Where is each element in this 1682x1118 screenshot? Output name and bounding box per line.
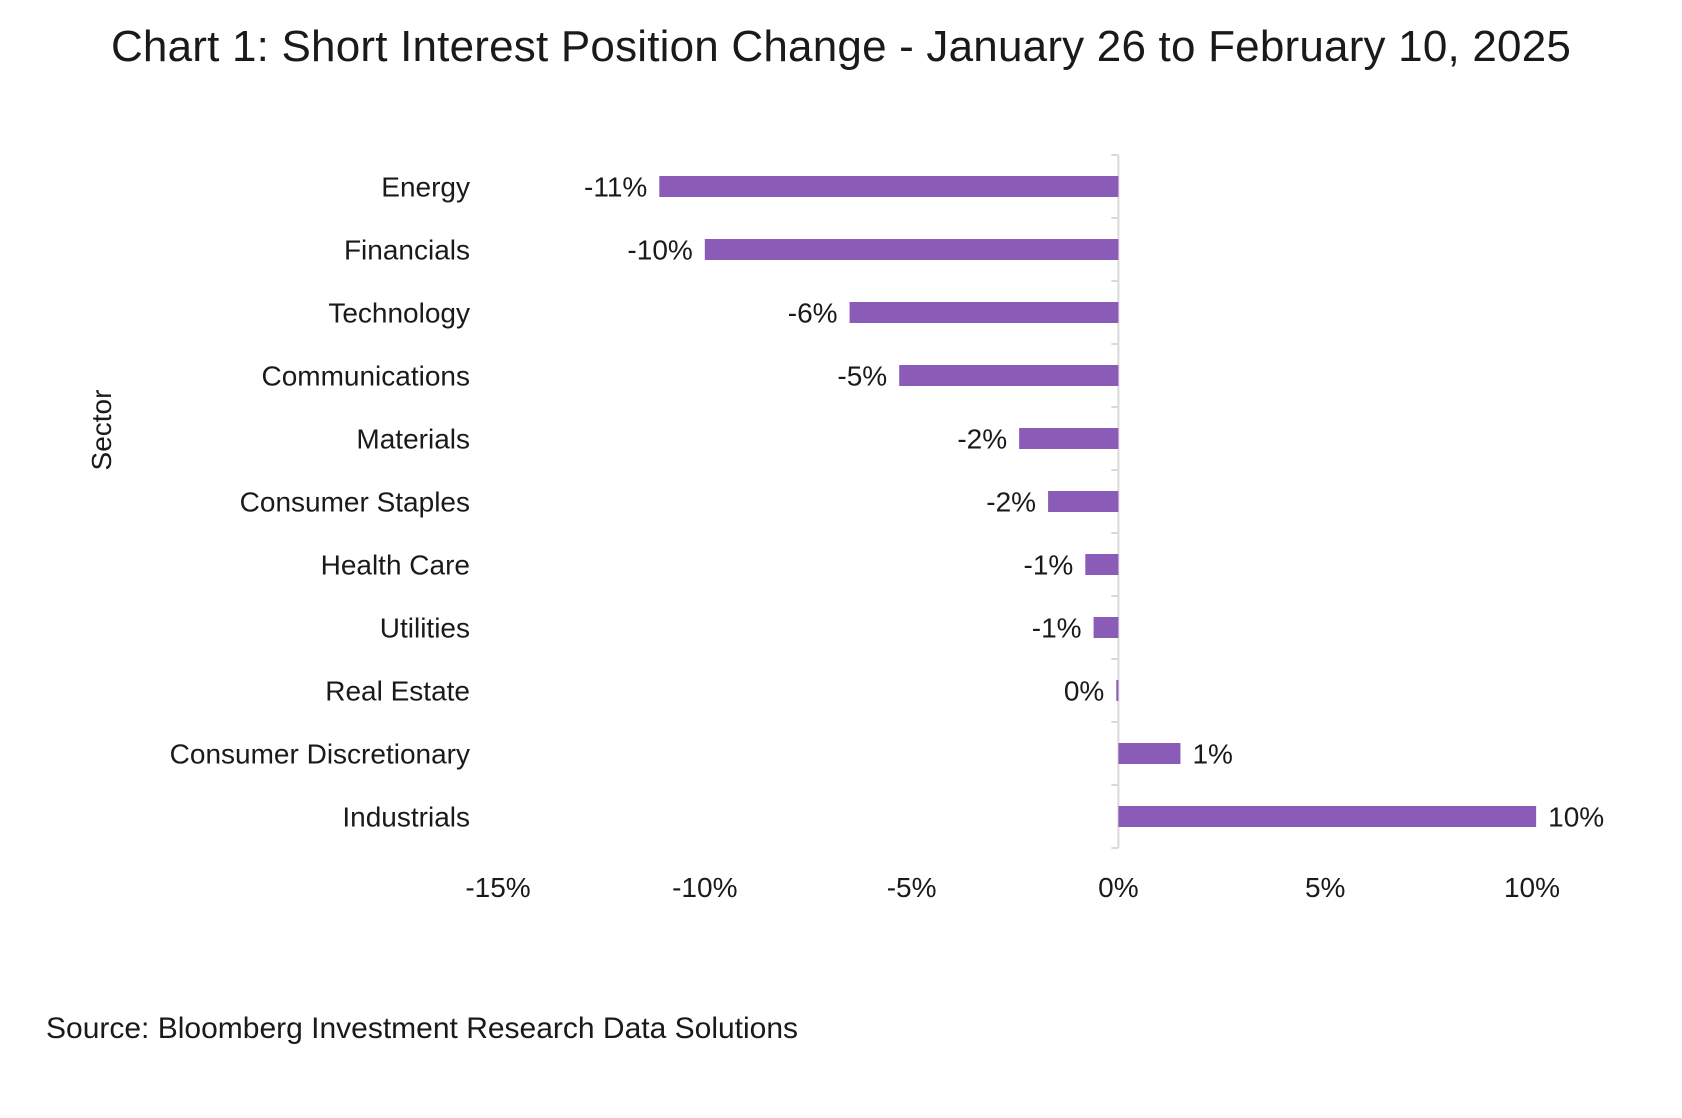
chart-title: Chart 1: Short Interest Position Change …: [110, 22, 1572, 71]
data-label: 1%: [1192, 739, 1232, 770]
category-label: Consumer Staples: [240, 487, 470, 518]
x-tick-label: 5%: [1305, 872, 1345, 903]
category-label: Industrials: [342, 802, 470, 833]
data-label: -2%: [957, 424, 1007, 455]
data-label: 10%: [1548, 802, 1604, 833]
data-label: -11%: [584, 172, 647, 203]
x-tick-label: -5%: [887, 872, 937, 903]
y-axis-title: Sector: [86, 390, 117, 471]
category-label: Health Care: [321, 550, 470, 581]
bar-utilities: [1093, 617, 1119, 638]
data-label: -10%: [627, 235, 692, 266]
data-label: -6%: [788, 298, 838, 329]
category-label: Materials: [356, 424, 470, 455]
data-label: -1%: [1024, 550, 1074, 581]
category-label: Real Estate: [325, 676, 470, 707]
data-label: 0%: [1064, 676, 1104, 707]
bar-consumer-staples: [1048, 491, 1119, 512]
bar-real-estate: [1116, 680, 1119, 701]
x-tick-label: -10%: [672, 872, 737, 903]
bar-financials: [704, 239, 1119, 260]
category-label: Energy: [381, 172, 470, 203]
bar-energy: [659, 176, 1119, 197]
source-note: Source: Bloomberg Investment Research Da…: [46, 1012, 799, 1045]
data-label: -1%: [1032, 613, 1082, 644]
bar-consumer-discretionary: [1118, 743, 1181, 764]
plot-area: Energy -11% Financials -10% Technology -6% Com…: [170, 154, 1604, 903]
x-tick-label: -15%: [465, 872, 530, 903]
category-label: Consumer Discretionary: [170, 739, 470, 770]
bar-technology: [849, 302, 1119, 323]
data-label: -2%: [986, 487, 1036, 518]
bar-health-care: [1085, 554, 1119, 575]
x-tick-label: 0%: [1098, 872, 1138, 903]
category-label: Utilities: [380, 613, 470, 644]
category-label: Financials: [344, 235, 470, 266]
category-label: Communications: [261, 361, 470, 392]
bar-industrials: [1118, 806, 1537, 827]
x-tick-label: 10%: [1504, 872, 1560, 903]
bar-materials: [1019, 428, 1119, 449]
bar-communications: [899, 365, 1119, 386]
category-label: Technology: [328, 298, 470, 329]
data-label: -5%: [837, 361, 887, 392]
